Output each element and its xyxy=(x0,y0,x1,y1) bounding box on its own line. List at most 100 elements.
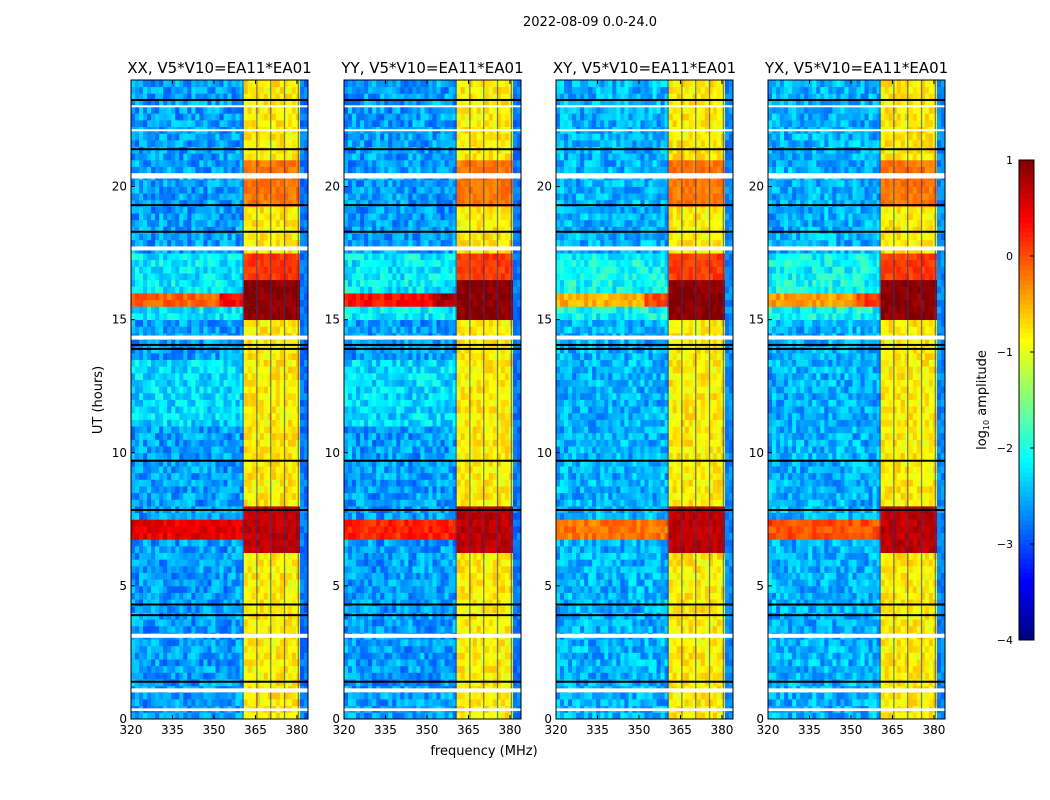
heatmap-cell xyxy=(271,253,277,261)
heatmap-cell xyxy=(287,532,293,540)
heatmap-cell xyxy=(251,312,257,321)
heatmap-cell xyxy=(239,572,245,580)
heatmap-cell xyxy=(151,639,156,647)
heatmap-cell xyxy=(171,552,176,560)
heatmap-cell xyxy=(183,293,188,301)
heatmap-cell xyxy=(171,712,176,720)
heatmap-cell xyxy=(171,652,176,660)
heatmap-cell xyxy=(139,312,144,321)
y-tick-label: 10 xyxy=(112,446,127,460)
heatmap-cell xyxy=(187,565,192,573)
heatmap-cell xyxy=(255,113,261,121)
heatmap-cell xyxy=(356,712,361,720)
heatmap-cell xyxy=(195,319,200,327)
heatmap-cell xyxy=(243,80,249,88)
heatmap-cell xyxy=(159,206,164,214)
heatmap-cell xyxy=(167,692,172,700)
heatmap-cell xyxy=(255,625,261,633)
heatmap-cell xyxy=(227,665,232,673)
heatmap-cell xyxy=(259,266,265,274)
heatmap-cell xyxy=(424,652,429,660)
heatmap-cell xyxy=(247,512,253,520)
heatmap-cell xyxy=(271,486,277,494)
heatmap-cell xyxy=(283,106,289,114)
heatmap-cell xyxy=(191,253,196,261)
heatmap-cell xyxy=(171,80,176,88)
heatmap-cell xyxy=(143,599,148,607)
heatmap-cell xyxy=(271,492,277,500)
heatmap-cell xyxy=(255,419,261,427)
heatmap-cell xyxy=(155,133,160,141)
heatmap-cell xyxy=(231,166,236,174)
heatmap-cell xyxy=(287,286,293,294)
heatmap-cell xyxy=(227,672,232,680)
heatmap-cell xyxy=(291,672,297,680)
heatmap-cell xyxy=(175,645,180,653)
heatmap-cell xyxy=(255,239,261,247)
heatmap-cell xyxy=(215,559,220,567)
heatmap-cell xyxy=(255,392,261,400)
heatmap-cell xyxy=(287,293,293,301)
heatmap-cell xyxy=(299,512,305,520)
heatmap-cell xyxy=(283,253,289,261)
heatmap-cell xyxy=(275,392,281,400)
heatmap-cell xyxy=(159,326,164,334)
heatmap-cell xyxy=(488,712,494,720)
heatmap-cell xyxy=(155,106,160,114)
heatmap-cell xyxy=(428,625,433,633)
heatmap-cell xyxy=(376,699,381,707)
heatmap-cell xyxy=(496,672,502,680)
heatmap-cell xyxy=(159,645,164,653)
heatmap-cell xyxy=(159,492,164,500)
heatmap-cell xyxy=(247,286,253,294)
heatmap-cell xyxy=(239,179,245,187)
heatmap-cell xyxy=(291,159,297,167)
heatmap-cell xyxy=(283,299,289,307)
heatmap-cell xyxy=(239,352,245,360)
heatmap-cell xyxy=(303,186,309,194)
heatmap-cell xyxy=(348,652,353,660)
heatmap-cell xyxy=(147,512,152,520)
heatmap-cell xyxy=(159,412,164,420)
heatmap-cell xyxy=(404,619,409,627)
heatmap-cell xyxy=(251,492,257,500)
heatmap-cell xyxy=(283,199,289,207)
heatmap-cell xyxy=(376,665,381,673)
heatmap-cell xyxy=(183,692,188,700)
heatmap-cell xyxy=(267,652,273,660)
heatmap-cell xyxy=(299,239,305,247)
heatmap-cell xyxy=(247,585,253,593)
heatmap-cell xyxy=(139,133,144,141)
heatmap-cell xyxy=(139,279,144,287)
heatmap-cell xyxy=(175,106,180,114)
heatmap-cell xyxy=(235,206,241,214)
heatmap-cell xyxy=(211,466,216,474)
heatmap-cell xyxy=(368,619,373,627)
heatmap-cell xyxy=(207,153,212,161)
heatmap-cell xyxy=(239,93,245,101)
heatmap-cell xyxy=(255,266,261,274)
heatmap-cell xyxy=(139,599,144,607)
heatmap-cell xyxy=(364,645,369,653)
heatmap-cell xyxy=(167,412,172,420)
heatmap-cell xyxy=(231,273,236,281)
heatmap-cell xyxy=(187,419,192,427)
heatmap-cell xyxy=(303,293,309,301)
heatmap-cell xyxy=(259,525,265,534)
heatmap-cell xyxy=(155,386,160,394)
heatmap-cell xyxy=(448,639,454,647)
heatmap-cell xyxy=(291,599,297,607)
heatmap-cell xyxy=(159,539,164,547)
heatmap-cell xyxy=(171,399,176,407)
heatmap-cell xyxy=(263,312,269,321)
heatmap-cell xyxy=(143,426,148,434)
heatmap-cell xyxy=(199,106,204,114)
heatmap-cell xyxy=(231,552,236,560)
heatmap-cell xyxy=(263,659,269,667)
heatmap-cell xyxy=(179,359,184,367)
heatmap-cell xyxy=(131,159,136,167)
heatmap-cell xyxy=(219,119,224,127)
heatmap-cell xyxy=(283,625,289,633)
heatmap-cell xyxy=(279,166,285,174)
heatmap-cell xyxy=(223,279,228,287)
